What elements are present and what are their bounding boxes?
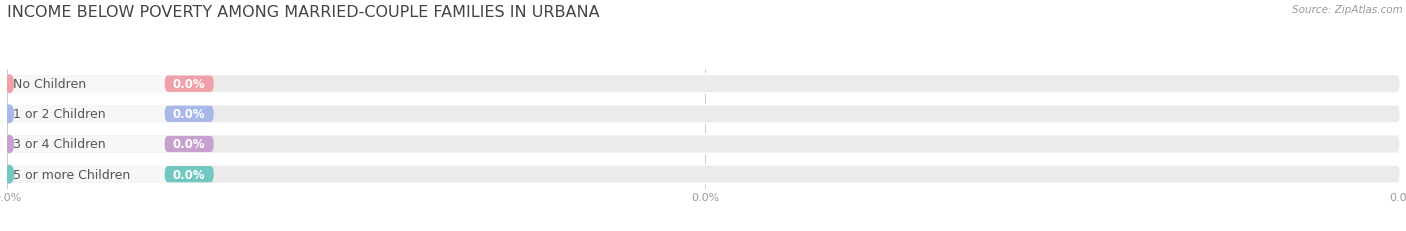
Text: Source: ZipAtlas.com: Source: ZipAtlas.com [1292,5,1403,15]
FancyBboxPatch shape [10,135,1400,154]
Text: 0.0%: 0.0% [173,168,205,181]
Text: 0.0%: 0.0% [173,78,205,91]
Text: 5 or more Children: 5 or more Children [13,168,131,181]
FancyBboxPatch shape [165,166,214,182]
Circle shape [6,136,14,153]
FancyBboxPatch shape [10,105,1400,124]
Text: INCOME BELOW POVERTY AMONG MARRIED-COUPLE FAMILIES IN URBANA: INCOME BELOW POVERTY AMONG MARRIED-COUPL… [7,5,599,20]
Text: 1 or 2 Children: 1 or 2 Children [13,108,105,121]
FancyBboxPatch shape [11,76,214,93]
FancyBboxPatch shape [11,136,214,153]
Text: 0.0%: 0.0% [173,138,205,151]
Circle shape [6,106,14,123]
Text: 0.0%: 0.0% [173,108,205,121]
FancyBboxPatch shape [11,166,214,183]
FancyBboxPatch shape [10,75,1400,94]
Circle shape [6,76,14,93]
FancyBboxPatch shape [165,106,214,122]
FancyBboxPatch shape [11,106,214,123]
Text: No Children: No Children [13,78,86,91]
Circle shape [6,166,14,183]
FancyBboxPatch shape [165,76,214,92]
FancyBboxPatch shape [165,136,214,152]
Text: 3 or 4 Children: 3 or 4 Children [13,138,105,151]
FancyBboxPatch shape [10,165,1400,184]
